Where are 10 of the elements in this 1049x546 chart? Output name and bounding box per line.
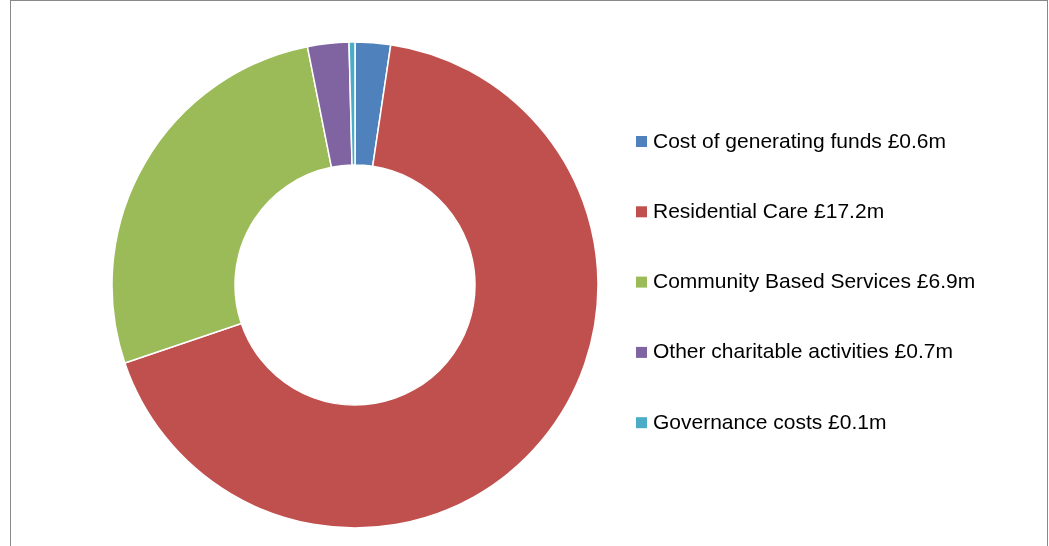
data-label: £0.1m [828, 409, 887, 433]
legend-label: Residential Care [653, 198, 809, 222]
legend-label: Community Based Services [653, 269, 911, 293]
data-label: £6.9m [916, 269, 976, 293]
legend-label: Governance costs [653, 409, 823, 433]
data-label: £17.2m [814, 198, 885, 222]
legend-label: Cost of generating funds [653, 128, 882, 152]
legend-label: Other charitable activities [653, 339, 889, 363]
data-label: £0.7m [894, 339, 953, 363]
data-label: £0.6m [887, 128, 947, 152]
